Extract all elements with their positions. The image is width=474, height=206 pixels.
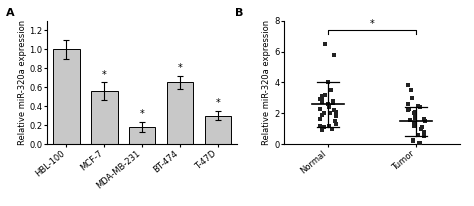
Point <box>318 113 326 117</box>
Point <box>409 139 417 143</box>
Point <box>328 89 335 92</box>
Bar <box>205 116 231 144</box>
Point <box>420 135 428 138</box>
Point <box>319 101 326 104</box>
Text: B: B <box>235 8 244 18</box>
Point <box>410 112 418 115</box>
Point <box>316 118 324 121</box>
Point <box>404 102 411 106</box>
Point <box>332 110 340 114</box>
Bar <box>53 49 80 144</box>
Point <box>411 115 419 118</box>
Point <box>411 122 419 126</box>
Point <box>321 42 328 46</box>
Point <box>416 105 424 109</box>
Point <box>416 142 424 145</box>
Point <box>331 119 339 123</box>
Point <box>316 124 324 127</box>
Point <box>410 124 418 127</box>
Point <box>325 105 332 109</box>
Point <box>332 115 340 118</box>
Bar <box>91 91 118 144</box>
Text: *: * <box>216 98 220 108</box>
Point <box>316 98 324 101</box>
Point <box>409 96 416 99</box>
Point <box>421 119 428 123</box>
Bar <box>129 127 155 144</box>
Point <box>411 110 419 114</box>
Point <box>416 141 423 144</box>
Point <box>409 138 417 141</box>
Point <box>324 81 331 84</box>
Point <box>318 96 326 99</box>
Point <box>316 107 323 110</box>
Text: *: * <box>140 109 145 119</box>
Point <box>325 104 333 107</box>
Point <box>407 89 415 92</box>
Point <box>411 116 419 119</box>
Point <box>326 111 334 114</box>
Point <box>410 121 418 124</box>
Point <box>418 126 426 129</box>
Point <box>404 84 412 87</box>
Point <box>420 130 428 133</box>
Text: *: * <box>102 70 107 80</box>
Text: A: A <box>6 8 14 18</box>
Point <box>405 107 412 110</box>
Point <box>404 109 411 112</box>
Point <box>417 127 424 130</box>
Point <box>318 95 325 98</box>
Y-axis label: Relative miR-320a expression: Relative miR-320a expression <box>18 20 27 145</box>
Point <box>332 122 339 126</box>
Point <box>411 113 419 117</box>
Point <box>415 104 422 107</box>
Point <box>321 93 328 96</box>
Y-axis label: Relative miR-320a expression: Relative miR-320a expression <box>263 20 272 145</box>
Point <box>414 133 422 137</box>
Point <box>321 112 328 115</box>
Point <box>319 129 326 132</box>
Point <box>330 53 337 56</box>
Point <box>407 119 414 122</box>
Point <box>329 102 337 105</box>
Point <box>324 102 332 106</box>
Bar <box>167 82 193 144</box>
Point <box>420 118 428 121</box>
Point <box>331 109 338 112</box>
Point <box>325 125 333 128</box>
Point <box>328 127 336 130</box>
Point <box>320 126 328 129</box>
Text: *: * <box>178 63 182 73</box>
Point <box>329 99 337 103</box>
Text: *: * <box>370 19 374 29</box>
